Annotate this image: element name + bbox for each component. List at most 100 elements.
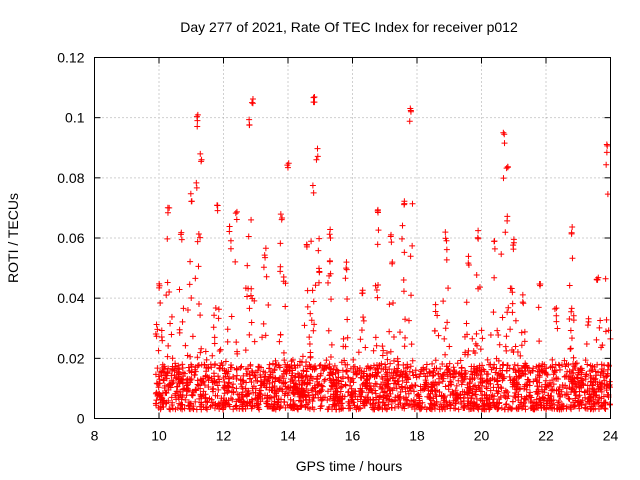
- data-point-marker: [228, 395, 235, 402]
- data-point-marker: [311, 93, 318, 100]
- data-point-marker: [194, 238, 201, 245]
- data-point-marker: [394, 378, 401, 385]
- data-point-marker: [249, 95, 256, 102]
- data-point-marker: [439, 406, 446, 413]
- data-point-marker: [214, 392, 221, 399]
- data-point-marker: [519, 405, 526, 412]
- data-point-marker: [200, 378, 207, 385]
- data-point-marker: [520, 362, 527, 369]
- data-point-marker: [195, 301, 202, 308]
- data-point-marker: [302, 373, 309, 380]
- data-point-marker: [494, 378, 501, 385]
- axis-ticks: 8 10 12 14 16 18 20 22 24 0 0.02 0.04 0.06 0.08 0.1 0.1…: [57, 50, 618, 444]
- data-point-marker: [165, 386, 172, 393]
- data-point-marker: [397, 329, 404, 336]
- data-point-marker: [468, 395, 475, 402]
- data-point-marker: [551, 305, 558, 312]
- data-point-marker: [338, 359, 345, 366]
- data-point-marker: [201, 361, 208, 368]
- data-point-marker: [535, 304, 542, 311]
- data-point-marker: [229, 396, 236, 403]
- data-point-marker: [273, 392, 280, 399]
- data-point-marker: [192, 387, 199, 394]
- data-point-marker: [345, 405, 352, 412]
- data-point-marker: [570, 312, 577, 319]
- data-point-marker: [316, 268, 323, 275]
- data-point-marker: [501, 131, 508, 138]
- data-point-marker: [187, 258, 194, 265]
- data-point-marker: [179, 401, 186, 408]
- data-point-marker: [550, 381, 557, 388]
- data-point-marker: [343, 368, 350, 375]
- data-point-marker: [254, 377, 261, 384]
- data-point-marker: [436, 379, 443, 386]
- data-point-marker: [473, 395, 480, 402]
- data-point-marker: [342, 361, 349, 368]
- data-point-marker: [532, 375, 539, 382]
- data-point-marker: [159, 395, 166, 402]
- data-point-marker: [263, 378, 270, 385]
- data-point-marker: [578, 371, 585, 378]
- data-point-marker: [403, 379, 410, 386]
- data-point-marker: [476, 362, 483, 369]
- data-point-marker: [521, 328, 528, 335]
- data-point-marker: [315, 279, 322, 286]
- data-point-marker: [166, 405, 173, 412]
- data-point-marker: [197, 349, 204, 356]
- data-point-marker: [458, 375, 465, 382]
- data-point-marker: [386, 328, 393, 335]
- data-point-marker: [163, 292, 170, 299]
- data-point-marker: [273, 386, 280, 393]
- data-point-marker: [294, 362, 301, 369]
- data-point-marker: [224, 326, 231, 333]
- data-point-marker: [315, 381, 322, 388]
- data-point-marker: [310, 394, 317, 401]
- data-point-marker: [453, 382, 460, 389]
- data-point-marker: [504, 309, 511, 316]
- data-point-marker: [524, 382, 531, 389]
- data-point-marker: [280, 349, 287, 356]
- data-point-marker: [454, 360, 461, 367]
- data-point-marker: [372, 390, 379, 397]
- data-point-marker: [550, 371, 557, 378]
- data-point-marker: [406, 118, 413, 125]
- data-point-marker: [522, 406, 529, 413]
- data-point-marker: [376, 362, 383, 369]
- data-point-marker: [336, 397, 343, 404]
- data-point-marker: [357, 385, 364, 392]
- data-point-marker: [332, 370, 339, 377]
- data-point-marker: [493, 365, 500, 372]
- data-point-marker: [194, 377, 201, 384]
- data-point-marker: [487, 376, 494, 383]
- data-point-marker: [559, 382, 566, 389]
- data-point-marker: [431, 401, 438, 408]
- data-point-marker: [589, 363, 596, 370]
- data-point-marker: [500, 175, 507, 182]
- data-point-marker: [585, 318, 592, 325]
- data-point-marker: [157, 406, 164, 413]
- data-point-marker: [177, 231, 184, 238]
- data-point-marker: [211, 340, 218, 347]
- data-point-marker: [566, 368, 573, 375]
- data-point-marker: [203, 356, 210, 363]
- data-point-marker: [166, 380, 173, 387]
- data-point-marker: [184, 306, 191, 313]
- data-point-marker: [529, 403, 536, 410]
- y-tick-label: 0.04: [57, 290, 84, 306]
- data-point-marker: [333, 406, 340, 413]
- data-point-marker: [441, 335, 448, 342]
- data-point-marker: [442, 229, 449, 236]
- data-point-marker: [344, 334, 351, 341]
- data-point-marker: [271, 400, 278, 407]
- data-point-marker: [503, 165, 510, 172]
- data-point-marker: [435, 332, 442, 339]
- data-point-marker: [576, 392, 583, 399]
- data-point-marker: [405, 317, 412, 324]
- data-point-marker: [600, 393, 607, 400]
- data-point-marker: [385, 401, 392, 408]
- data-point-marker: [406, 385, 413, 392]
- data-point-marker: [427, 394, 434, 401]
- data-point-marker: [598, 344, 605, 351]
- data-point-marker: [269, 360, 276, 367]
